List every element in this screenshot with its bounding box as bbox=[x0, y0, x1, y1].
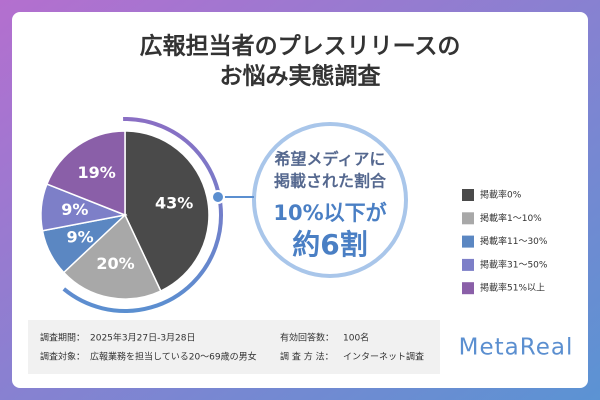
connector-dot bbox=[211, 190, 225, 204]
callout-text: 掲載された割合 bbox=[274, 172, 387, 191]
slice-label: 9% bbox=[61, 200, 88, 219]
pie: 43%20%9%9%19% bbox=[40, 117, 223, 313]
legend-swatch bbox=[462, 258, 474, 271]
pie-slice bbox=[45, 130, 126, 217]
survey-value: 広報業務を担当している20〜69歳の男女 bbox=[90, 351, 257, 363]
pie-slice bbox=[62, 213, 162, 300]
legend-label: 掲載率31〜50% bbox=[480, 258, 548, 270]
survey-label: 有効回答数： bbox=[280, 332, 334, 344]
legend-label: 掲載率51%以上 bbox=[480, 282, 545, 294]
slice-label: 9% bbox=[67, 227, 94, 246]
callout-circle bbox=[252, 122, 408, 278]
legend-label: 掲載率1〜10% bbox=[480, 212, 542, 224]
legend: 掲載率0% 掲載率1〜10% 掲載率11〜30% 掲載率31〜50% 掲載率51%以上 bbox=[462, 189, 548, 295]
title-line: 広報担当者のプレスリリースの bbox=[140, 33, 461, 60]
slice-label: 19% bbox=[78, 163, 116, 182]
slice-label: 20% bbox=[96, 254, 134, 273]
survey-value: 100名 bbox=[343, 332, 369, 344]
legend-swatch bbox=[462, 212, 474, 225]
legend-label: 掲載率11〜30% bbox=[480, 235, 548, 247]
pie-slice bbox=[124, 130, 210, 293]
survey-label: 調査対象： bbox=[40, 351, 85, 363]
survey-box bbox=[28, 320, 440, 374]
survey-value: 2025年3月27日-3月28日 bbox=[90, 332, 196, 344]
legend-label: 掲載率0% bbox=[480, 189, 522, 201]
slice-label: 43% bbox=[155, 194, 193, 213]
callout-text: 希望メディアに bbox=[275, 150, 386, 169]
logo: MetaReal bbox=[459, 335, 574, 361]
legend-swatch bbox=[462, 189, 474, 201]
legend-swatch bbox=[462, 235, 474, 248]
survey-value: インターネット調査 bbox=[343, 351, 424, 363]
survey-label: 調 査 方 法： bbox=[280, 351, 334, 363]
callout-highlight: 10%以下が bbox=[273, 201, 386, 225]
legend-swatch bbox=[462, 282, 474, 295]
survey-label: 調査期間： bbox=[40, 332, 85, 344]
callout-highlight: 約6割 bbox=[292, 228, 367, 261]
decor-arc bbox=[62, 117, 223, 313]
title-line: お悩み実態調査 bbox=[220, 63, 381, 90]
